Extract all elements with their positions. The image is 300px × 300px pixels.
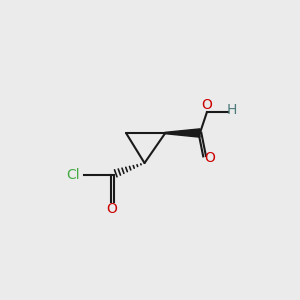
Text: O: O [107, 202, 118, 216]
Text: Cl: Cl [66, 168, 80, 182]
Polygon shape [165, 129, 200, 137]
Text: O: O [201, 98, 212, 112]
Text: H: H [227, 103, 238, 117]
Text: O: O [204, 152, 214, 165]
